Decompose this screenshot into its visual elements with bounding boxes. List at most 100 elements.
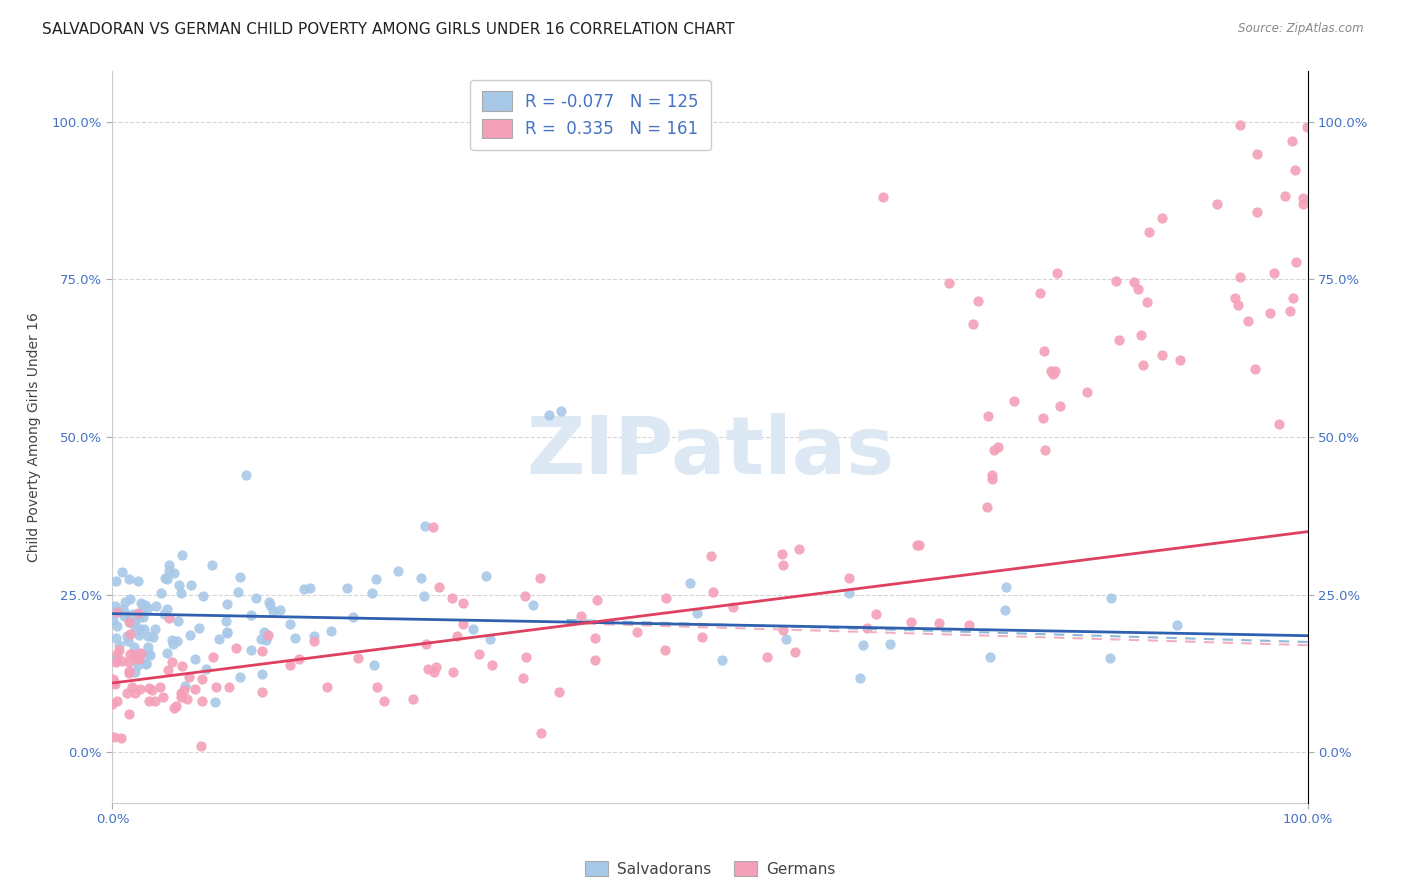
Point <box>962 318 984 332</box>
Point <box>475 569 498 583</box>
Point <box>179 628 201 642</box>
Point <box>284 632 307 646</box>
Point <box>101 614 124 628</box>
Point <box>173 679 195 693</box>
Point <box>156 646 179 660</box>
Point <box>138 681 160 696</box>
Point <box>167 578 190 592</box>
Point <box>191 589 214 603</box>
Point <box>515 649 537 664</box>
Point <box>118 615 141 629</box>
Point <box>226 584 249 599</box>
Point <box>141 683 163 698</box>
Point <box>127 574 149 589</box>
Point <box>1136 295 1159 310</box>
Point <box>127 606 149 620</box>
Point <box>387 564 409 578</box>
Y-axis label: Child Poverty Among Girls Under 16: Child Poverty Among Girls Under 16 <box>27 312 41 562</box>
Text: SALVADORAN VS GERMAN CHILD POVERTY AMONG GIRLS UNDER 16 CORRELATION CHART: SALVADORAN VS GERMAN CHILD POVERTY AMONG… <box>42 22 735 37</box>
Point <box>228 670 250 684</box>
Point <box>1292 197 1315 211</box>
Point <box>1226 298 1249 312</box>
Point <box>118 655 141 669</box>
Point <box>512 671 534 685</box>
Point <box>366 680 388 694</box>
Point <box>655 591 678 605</box>
Point <box>129 681 152 696</box>
Point <box>1099 591 1122 606</box>
Point <box>163 700 186 714</box>
Point <box>115 686 138 700</box>
Point <box>120 627 142 641</box>
Point <box>856 621 879 635</box>
Point <box>690 631 713 645</box>
Point <box>229 569 252 583</box>
Legend: Salvadorans, Germans: Salvadorans, Germans <box>578 855 842 883</box>
Point <box>1268 417 1291 431</box>
Point <box>131 598 153 612</box>
Point <box>101 697 124 711</box>
Point <box>118 647 141 661</box>
Point <box>121 680 143 694</box>
Point <box>1043 364 1066 378</box>
Point <box>478 632 501 646</box>
Point <box>169 690 191 705</box>
Point <box>983 443 1005 458</box>
Point <box>346 651 368 665</box>
Point <box>938 276 960 290</box>
Point <box>245 591 267 605</box>
Point <box>1274 189 1296 203</box>
Point <box>987 440 1010 454</box>
Point <box>201 558 224 572</box>
Point <box>195 662 218 676</box>
Text: ZIPatlas: ZIPatlas <box>526 413 894 491</box>
Point <box>190 739 212 753</box>
Point <box>252 644 274 658</box>
Point <box>107 643 129 657</box>
Point <box>872 190 894 204</box>
Point <box>1244 362 1267 376</box>
Point <box>979 650 1001 665</box>
Point <box>981 471 1004 485</box>
Point <box>138 694 160 708</box>
Point <box>254 632 277 647</box>
Point <box>170 658 193 673</box>
Point <box>1279 303 1302 318</box>
Point <box>1035 442 1057 457</box>
Point <box>1258 306 1281 320</box>
Point <box>1042 367 1064 381</box>
Point <box>838 586 860 600</box>
Point <box>1246 147 1268 161</box>
Point <box>967 294 990 309</box>
Point <box>215 597 238 611</box>
Point <box>977 409 1000 423</box>
Point <box>118 666 141 681</box>
Text: Source: ZipAtlas.com: Source: ZipAtlas.com <box>1239 22 1364 36</box>
Point <box>162 637 184 651</box>
Point <box>852 638 875 652</box>
Point <box>1229 270 1251 285</box>
Point <box>679 575 702 590</box>
Point <box>112 602 135 616</box>
Point <box>1284 163 1306 178</box>
Point <box>702 585 724 599</box>
Point <box>1049 400 1071 414</box>
Point <box>1296 120 1319 134</box>
Point <box>124 686 146 700</box>
Point <box>1108 333 1130 347</box>
Point <box>111 654 134 668</box>
Point <box>1281 134 1303 148</box>
Point <box>441 665 464 680</box>
Point <box>114 606 136 620</box>
Point <box>363 658 385 673</box>
Point <box>104 574 127 588</box>
Point <box>530 726 553 740</box>
Point <box>128 628 150 642</box>
Point <box>156 601 179 615</box>
Point <box>143 694 166 708</box>
Point <box>180 578 202 592</box>
Point <box>160 656 183 670</box>
Point <box>316 680 339 694</box>
Point <box>149 681 172 695</box>
Point <box>257 628 280 642</box>
